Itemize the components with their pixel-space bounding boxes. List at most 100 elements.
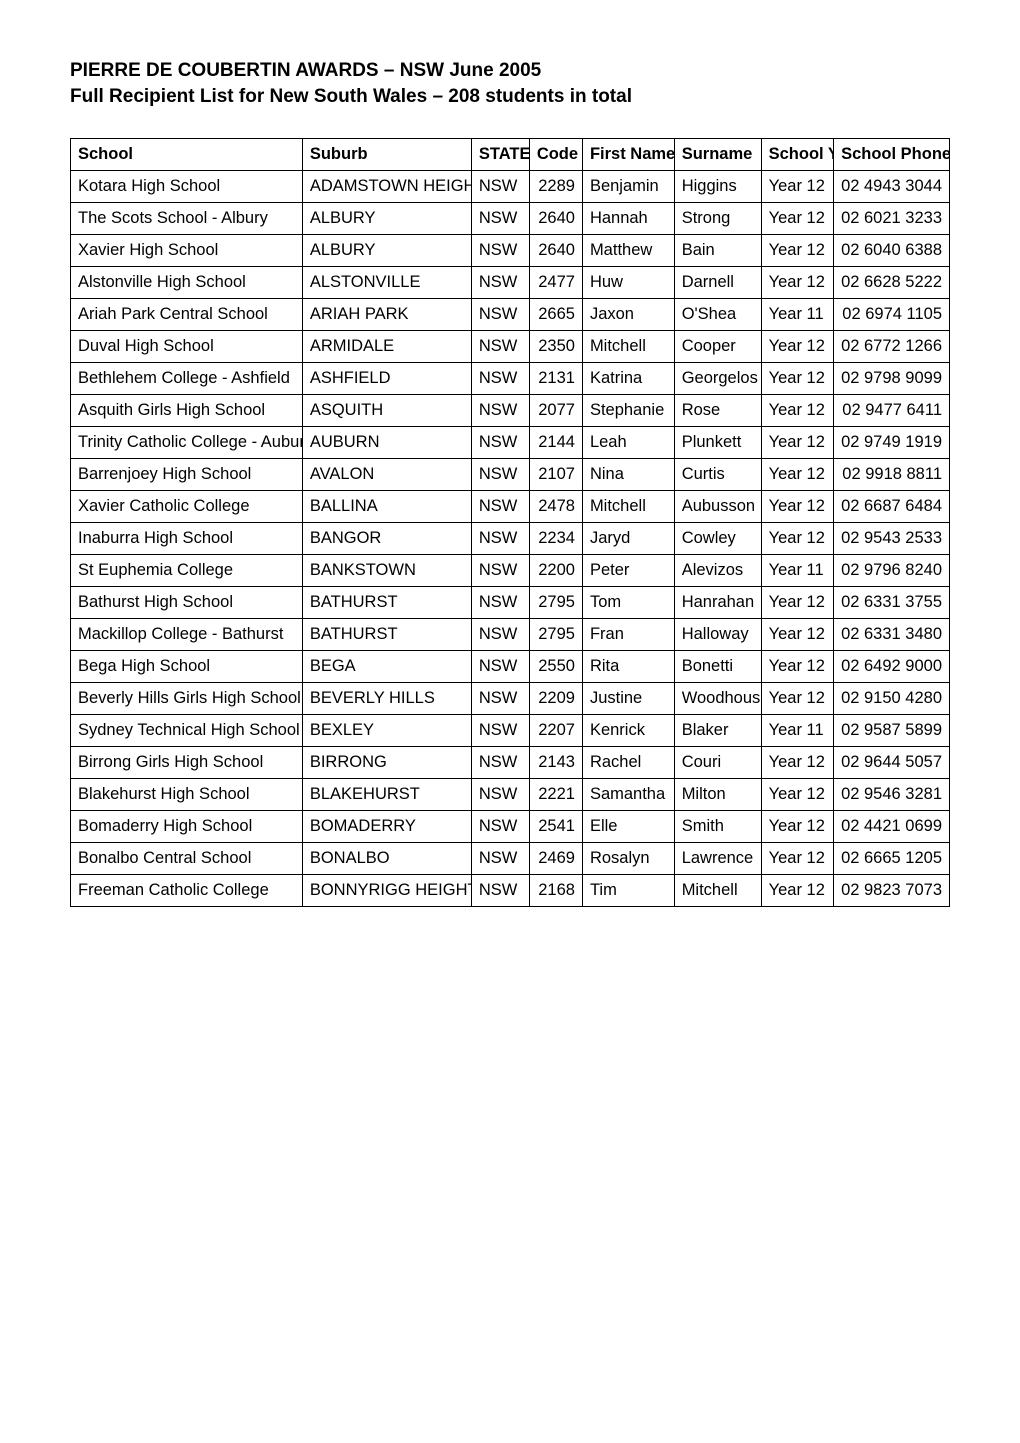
- table-cell: Curtis: [674, 459, 761, 491]
- table-cell: NSW: [471, 523, 529, 555]
- table-cell: BEXLEY: [302, 715, 471, 747]
- column-header: First Name: [582, 139, 674, 171]
- table-cell: 2221: [529, 779, 582, 811]
- table-cell: 02 6040 6388: [834, 235, 950, 267]
- table-cell: Year 12: [761, 779, 833, 811]
- table-cell: Year 12: [761, 683, 833, 715]
- table-cell: NSW: [471, 427, 529, 459]
- table-cell: Cowley: [674, 523, 761, 555]
- table-cell: 02 9587 5899: [834, 715, 950, 747]
- table-cell: Mitchell: [582, 491, 674, 523]
- table-cell: Inaburra High School: [71, 523, 303, 555]
- table-row: Xavier Catholic CollegeBALLINANSW2478Mit…: [71, 491, 950, 523]
- table-cell: 02 9749 1919: [834, 427, 950, 459]
- table-cell: NSW: [471, 267, 529, 299]
- table-cell: 2478: [529, 491, 582, 523]
- table-row: Bega High SchoolBEGANSW2550RitaBonettiYe…: [71, 651, 950, 683]
- table-cell: 2143: [529, 747, 582, 779]
- table-cell: 2640: [529, 203, 582, 235]
- table-cell: Year 12: [761, 747, 833, 779]
- table-cell: 2168: [529, 875, 582, 907]
- table-cell: Cooper: [674, 331, 761, 363]
- table-cell: Year 11: [761, 299, 833, 331]
- table-cell: 2350: [529, 331, 582, 363]
- table-row: Asquith Girls High SchoolASQUITHNSW2077S…: [71, 395, 950, 427]
- table-cell: Elle: [582, 811, 674, 843]
- table-cell: Year 12: [761, 171, 833, 203]
- column-header: School: [71, 139, 303, 171]
- table-cell: Plunkett: [674, 427, 761, 459]
- table-cell: Milton: [674, 779, 761, 811]
- table-cell: 02 6687 6484: [834, 491, 950, 523]
- table-cell: Hannah: [582, 203, 674, 235]
- table-cell: Justine: [582, 683, 674, 715]
- table-cell: Year 12: [761, 331, 833, 363]
- table-cell: Ariah Park Central School: [71, 299, 303, 331]
- table-cell: Kotara High School: [71, 171, 303, 203]
- table-cell: Katrina: [582, 363, 674, 395]
- table-cell: 2640: [529, 235, 582, 267]
- table-row: Bonalbo Central SchoolBONALBONSW2469Rosa…: [71, 843, 950, 875]
- table-cell: 2234: [529, 523, 582, 555]
- table-cell: NSW: [471, 235, 529, 267]
- table-cell: Trinity Catholic College - Auburn: [71, 427, 303, 459]
- table-cell: ALBURY: [302, 235, 471, 267]
- table-row: Beverly Hills Girls High SchoolBEVERLY H…: [71, 683, 950, 715]
- table-cell: 2477: [529, 267, 582, 299]
- table-cell: Bonetti: [674, 651, 761, 683]
- table-row: Sydney Technical High SchoolBEXLEYNSW220…: [71, 715, 950, 747]
- table-cell: BEGA: [302, 651, 471, 683]
- table-cell: Year 12: [761, 523, 833, 555]
- column-header: Code: [529, 139, 582, 171]
- table-cell: 02 6331 3755: [834, 587, 950, 619]
- table-cell: Mitchell: [582, 331, 674, 363]
- table-cell: NSW: [471, 651, 529, 683]
- table-cell: Year 12: [761, 651, 833, 683]
- table-cell: BATHURST: [302, 587, 471, 619]
- table-cell: 02 6974 1105: [834, 299, 950, 331]
- column-header: Surname: [674, 139, 761, 171]
- table-cell: Lawrence: [674, 843, 761, 875]
- table-cell: 2107: [529, 459, 582, 491]
- table-cell: Bathurst High School: [71, 587, 303, 619]
- table-cell: Darnell: [674, 267, 761, 299]
- table-cell: 02 9796 8240: [834, 555, 950, 587]
- table-cell: 02 9823 7073: [834, 875, 950, 907]
- table-cell: Mackillop College - Bathurst: [71, 619, 303, 651]
- table-cell: Benjamin: [582, 171, 674, 203]
- table-cell: 02 4943 3044: [834, 171, 950, 203]
- table-body: Kotara High SchoolADAMSTOWN HEIGHTSNSW22…: [71, 171, 950, 907]
- table-cell: Couri: [674, 747, 761, 779]
- table-cell: Year 12: [761, 843, 833, 875]
- table-cell: 02 9546 3281: [834, 779, 950, 811]
- column-header: School Phone: [834, 139, 950, 171]
- table-cell: Matthew: [582, 235, 674, 267]
- table-cell: Tom: [582, 587, 674, 619]
- table-cell: NSW: [471, 683, 529, 715]
- table-cell: Bain: [674, 235, 761, 267]
- table-row: Barrenjoey High SchoolAVALONNSW2107NinaC…: [71, 459, 950, 491]
- table-row: Kotara High SchoolADAMSTOWN HEIGHTSNSW22…: [71, 171, 950, 203]
- table-cell: Year 12: [761, 619, 833, 651]
- table-cell: 02 6772 1266: [834, 331, 950, 363]
- table-cell: 02 6492 9000: [834, 651, 950, 683]
- table-cell: NSW: [471, 715, 529, 747]
- table-cell: Samantha: [582, 779, 674, 811]
- table-cell: Smith: [674, 811, 761, 843]
- table-cell: AVALON: [302, 459, 471, 491]
- table-cell: Halloway: [674, 619, 761, 651]
- table-row: Bathurst High SchoolBATHURSTNSW2795TomHa…: [71, 587, 950, 619]
- table-cell: NSW: [471, 395, 529, 427]
- table-cell: Fran: [582, 619, 674, 651]
- table-cell: 2469: [529, 843, 582, 875]
- table-cell: Blaker: [674, 715, 761, 747]
- table-cell: Strong: [674, 203, 761, 235]
- table-cell: 02 9798 9099: [834, 363, 950, 395]
- table-cell: 2200: [529, 555, 582, 587]
- table-cell: 02 4421 0699: [834, 811, 950, 843]
- table-cell: Freeman Catholic College: [71, 875, 303, 907]
- table-row: Ariah Park Central SchoolARIAH PARKNSW26…: [71, 299, 950, 331]
- table-cell: Barrenjoey High School: [71, 459, 303, 491]
- table-cell: AUBURN: [302, 427, 471, 459]
- table-header-row: SchoolSuburbSTATECodeFirst NameSurnameSc…: [71, 139, 950, 171]
